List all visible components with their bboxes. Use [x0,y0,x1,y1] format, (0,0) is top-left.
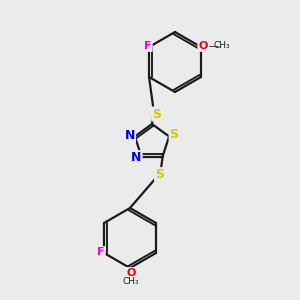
Text: CH₃: CH₃ [214,41,230,50]
Text: N: N [125,129,135,142]
Text: N: N [131,151,142,164]
Text: F: F [97,247,105,257]
Text: O: O [198,41,208,51]
Text: CH₃: CH₃ [123,278,139,286]
Text: —: — [208,41,218,51]
Text: S: S [152,107,161,121]
Text: O: O [126,268,136,278]
Text: S: S [169,128,178,141]
Text: S: S [155,168,164,181]
Text: F: F [144,41,152,51]
